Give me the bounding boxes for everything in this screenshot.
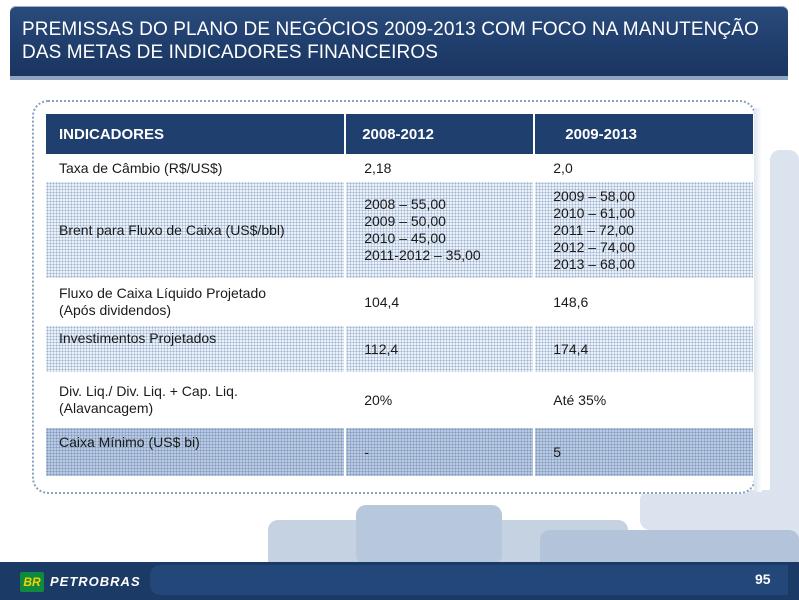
indicator-line: Div. Liq./ Div. Liq. + Cap. Liq. bbox=[59, 383, 238, 399]
value-cell-2009-2013: 2,0 bbox=[533, 155, 753, 182]
table-row: Investimentos Projetados 112,4 174,4 bbox=[46, 325, 753, 374]
indicator-cell: Brent para Fluxo de Caixa (US$/bbl) bbox=[46, 181, 346, 280]
table-row: Fluxo de Caixa Líquido Projetado (Após d… bbox=[46, 279, 753, 326]
value-cell-2008-2012: - bbox=[344, 427, 535, 478]
column-header-2008-2012: 2008-2012 bbox=[344, 114, 535, 156]
page-title: PREMISSAS DO PLANO DE NEGÓCIOS 2009-2013… bbox=[22, 19, 759, 63]
indicator-cell: Div. Liq./ Div. Liq. + Cap. Liq. (Alavan… bbox=[46, 373, 346, 428]
brent-value: 2010 – 61,00 bbox=[553, 204, 636, 221]
indicator-cell: Investimentos Projetados bbox=[46, 325, 346, 374]
value-cell-2009-2013: 174,4 bbox=[533, 325, 753, 374]
value-cell-2009-2013: 2009 – 58,00 2010 – 61,00 2011 – 72,00 2… bbox=[533, 181, 753, 280]
table-row: Taxa de Câmbio (R$/US$) 2,18 2,0 bbox=[46, 155, 753, 182]
value-cell-2008-2012: 2008 – 55,00 2009 – 50,00 2010 – 45,00 2… bbox=[344, 181, 535, 280]
value-cell-2008-2012: 20% bbox=[344, 373, 535, 428]
column-header-2009-2013: 2009-2013 bbox=[533, 114, 753, 156]
value-cell-2008-2012: 2,18 bbox=[344, 155, 535, 182]
value-cell-2008-2012: 104,4 bbox=[344, 279, 535, 326]
indicator-line: Fluxo de Caixa Líquido Projetado bbox=[59, 285, 267, 301]
brent-value: 2009 – 58,00 bbox=[553, 187, 636, 204]
table-row: Brent para Fluxo de Caixa (US$/bbl) 2008… bbox=[46, 181, 753, 280]
table-row: Caixa Mínimo (US$ bi) - 5 bbox=[46, 427, 753, 478]
footer-bar bbox=[0, 562, 799, 600]
brand-name: PETROBRAS bbox=[50, 574, 141, 589]
background-block bbox=[640, 490, 799, 530]
title-bar bbox=[10, 6, 788, 80]
brent-value: 2012 – 74,00 bbox=[553, 238, 636, 255]
panel-shadow bbox=[754, 108, 762, 492]
indicator-line: (Após dividendos) bbox=[59, 302, 172, 318]
indicators-table: INDICADORES 2008-2012 2009-2013 Taxa de … bbox=[46, 114, 753, 478]
table-header-row: INDICADORES 2008-2012 2009-2013 bbox=[46, 114, 753, 156]
indicator-cell: Fluxo de Caixa Líquido Projetado (Após d… bbox=[46, 279, 346, 326]
value-cell-2009-2013: 5 bbox=[533, 427, 753, 478]
table-row: Div. Liq./ Div. Liq. + Cap. Liq. (Alavan… bbox=[46, 373, 753, 428]
brent-value: 2010 – 45,00 bbox=[364, 230, 446, 246]
value-cell-2009-2013: Até 35% bbox=[533, 373, 753, 428]
footer-inner-bar bbox=[150, 565, 788, 595]
page-number: 95 bbox=[755, 571, 771, 587]
title-bar-stripe bbox=[10, 76, 788, 80]
value-cell-2008-2012: 112,4 bbox=[344, 325, 535, 374]
brent-value: 2011 – 72,00 bbox=[553, 221, 634, 238]
indicator-line: (Alavancagem) bbox=[59, 400, 154, 416]
indicator-cell: Caixa Mínimo (US$ bi) bbox=[46, 427, 346, 478]
brent-value: 2011-2012 – 35,00 bbox=[364, 247, 481, 263]
value-cell-2009-2013: 148,6 bbox=[533, 279, 753, 326]
brent-value: 2009 – 50,00 bbox=[364, 213, 446, 229]
petrobras-logo-icon: BR bbox=[20, 572, 44, 592]
indicator-cell: Taxa de Câmbio (R$/US$) bbox=[46, 155, 346, 182]
column-header-indicators: INDICADORES bbox=[46, 114, 346, 156]
brent-value: 2013 – 68,00 bbox=[553, 255, 636, 272]
background-block bbox=[356, 505, 502, 565]
brent-value: 2008 – 55,00 bbox=[364, 196, 446, 212]
